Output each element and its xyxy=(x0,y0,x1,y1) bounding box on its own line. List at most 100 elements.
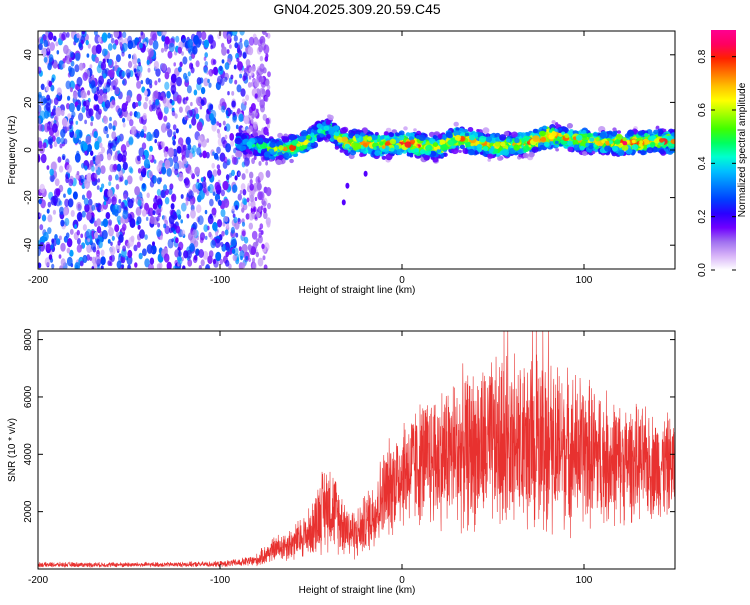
noise-blob xyxy=(161,34,166,42)
noise-blob xyxy=(64,198,70,207)
noise-blob xyxy=(89,64,93,69)
noise-blob xyxy=(112,43,117,50)
noise-blob xyxy=(252,121,258,130)
noise-blob xyxy=(231,100,236,108)
noise-blob xyxy=(161,166,164,172)
noise-blob xyxy=(40,153,47,164)
noise-blob xyxy=(109,246,116,256)
noise-blob xyxy=(163,151,168,158)
noise-blob xyxy=(47,47,50,52)
noise-blob xyxy=(258,206,262,213)
noise-blob xyxy=(196,121,203,132)
noise-blob xyxy=(258,44,263,53)
noise-blob xyxy=(199,105,203,110)
colorbar-axis: 0.0 0.2 0.4 0.6 0.8 xyxy=(697,49,736,277)
ridge-blob xyxy=(514,137,520,144)
ridge-blob xyxy=(622,137,627,142)
noise-blob xyxy=(78,131,83,137)
noise-blob xyxy=(57,156,62,163)
ridge-blob xyxy=(543,141,550,147)
noise-blob xyxy=(128,236,135,247)
noise-blob xyxy=(95,250,101,257)
ridge-blob xyxy=(615,133,623,140)
noise-blob xyxy=(46,94,51,101)
noise-blob xyxy=(216,164,221,170)
ridge-blob xyxy=(494,141,501,147)
ridge-blob xyxy=(487,153,494,159)
noise-blob xyxy=(250,246,257,255)
ridge-blob xyxy=(479,135,487,143)
noise-blob xyxy=(207,78,210,84)
noise-blob xyxy=(148,133,153,142)
noise-blob xyxy=(133,68,137,73)
noise-blob xyxy=(137,100,142,107)
noise-blob xyxy=(168,42,175,53)
noise-blob xyxy=(241,207,245,213)
noise-blob xyxy=(113,31,120,38)
noise-blob xyxy=(259,191,265,201)
y-tick-label: 40 xyxy=(23,49,34,61)
noise-blob xyxy=(219,78,225,86)
ridge-blob xyxy=(485,133,491,138)
noise-blob xyxy=(121,51,125,57)
noise-blob xyxy=(263,264,268,269)
noise-blob xyxy=(259,55,264,62)
noise-blob xyxy=(65,80,71,90)
noise-blob xyxy=(52,195,58,205)
noise-blob xyxy=(224,134,228,140)
noise-blob xyxy=(144,234,148,241)
noise-blob xyxy=(209,213,213,220)
noise-blob xyxy=(176,265,181,269)
noise-blob xyxy=(170,84,177,94)
ridge-blob xyxy=(464,150,469,154)
noise-blob xyxy=(144,202,149,211)
top-x-axis: -200 -100 0 100 xyxy=(28,31,593,286)
noise-blob xyxy=(239,31,245,36)
noise-blob xyxy=(95,155,101,165)
noise-blob xyxy=(43,142,47,149)
ridge-blob xyxy=(341,136,348,142)
noise-blob xyxy=(98,240,103,249)
noise-blob xyxy=(233,64,237,70)
ridge-blob xyxy=(379,141,384,146)
noise-blob xyxy=(48,31,54,41)
noise-blob xyxy=(136,216,142,225)
ridge-blob xyxy=(554,122,559,126)
bottom-y-axis-label: SNR (10 * v/v) xyxy=(7,418,18,482)
noise-blob xyxy=(112,85,116,90)
noise-blob xyxy=(212,221,218,231)
noise-blob xyxy=(163,253,170,263)
noise-blob xyxy=(265,161,268,166)
ridge-blob xyxy=(453,121,459,127)
noise-blob xyxy=(193,89,198,96)
noise-blob xyxy=(198,190,205,200)
noise-blob xyxy=(182,144,187,151)
ridge-blob xyxy=(360,147,366,153)
ridge-blob xyxy=(670,138,675,145)
noise-blob xyxy=(169,209,174,216)
noise-blob xyxy=(259,223,264,230)
noise-blob xyxy=(53,119,57,125)
noise-blob xyxy=(81,194,86,200)
noise-blob xyxy=(187,259,193,267)
noise-blob xyxy=(178,250,182,257)
noise-blob xyxy=(223,156,228,163)
ridge-blob xyxy=(373,146,377,150)
noise-blob xyxy=(203,77,209,87)
ridge-blob xyxy=(599,132,607,139)
noise-blob xyxy=(212,191,216,196)
noise-blob xyxy=(145,216,149,221)
noise-blob xyxy=(76,229,81,236)
noise-blob xyxy=(81,162,85,169)
noise-blob xyxy=(185,200,189,206)
ridge-blob xyxy=(554,140,559,145)
noise-blob xyxy=(148,38,153,46)
noise-blob xyxy=(171,110,176,117)
noise-blob xyxy=(170,203,175,210)
noise-blob xyxy=(125,68,131,78)
noise-blob xyxy=(251,230,258,240)
noise-blob xyxy=(237,171,242,177)
noise-blob xyxy=(196,204,202,214)
noise-blob xyxy=(85,99,90,108)
noise-blob xyxy=(140,31,144,36)
